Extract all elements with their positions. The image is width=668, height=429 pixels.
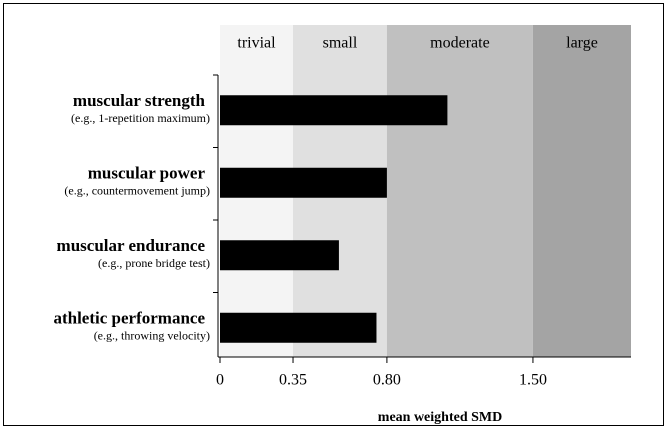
x-tick-label: 0 [216, 372, 224, 389]
x-axis-label: mean weighted SMD [378, 410, 502, 425]
category-label: muscular strength [73, 91, 206, 110]
category-note: (e.g., 1-repetition maximum) [71, 111, 210, 125]
x-tick-label: 0.80 [373, 372, 401, 389]
effect-band [532, 25, 631, 357]
bar [220, 312, 377, 343]
bar [220, 95, 448, 126]
category-note: (e.g., throwing velocity) [94, 329, 210, 343]
bar [220, 167, 387, 198]
category-note: (e.g., countermovement jump) [64, 184, 210, 198]
category-label: muscular power [88, 164, 206, 183]
x-tick-label: 1.50 [519, 372, 547, 389]
x-tick-label: 0.35 [279, 372, 307, 389]
category-note: (e.g., prone bridge test) [98, 256, 210, 270]
band-label: small [323, 35, 358, 52]
band-label: trivial [237, 35, 276, 52]
band-label: moderate [430, 35, 490, 52]
bar [220, 240, 339, 271]
band-label: large [566, 35, 598, 52]
category-label: athletic performance [53, 309, 205, 328]
category-label: muscular endurance [57, 236, 206, 255]
effect-band [386, 25, 533, 357]
